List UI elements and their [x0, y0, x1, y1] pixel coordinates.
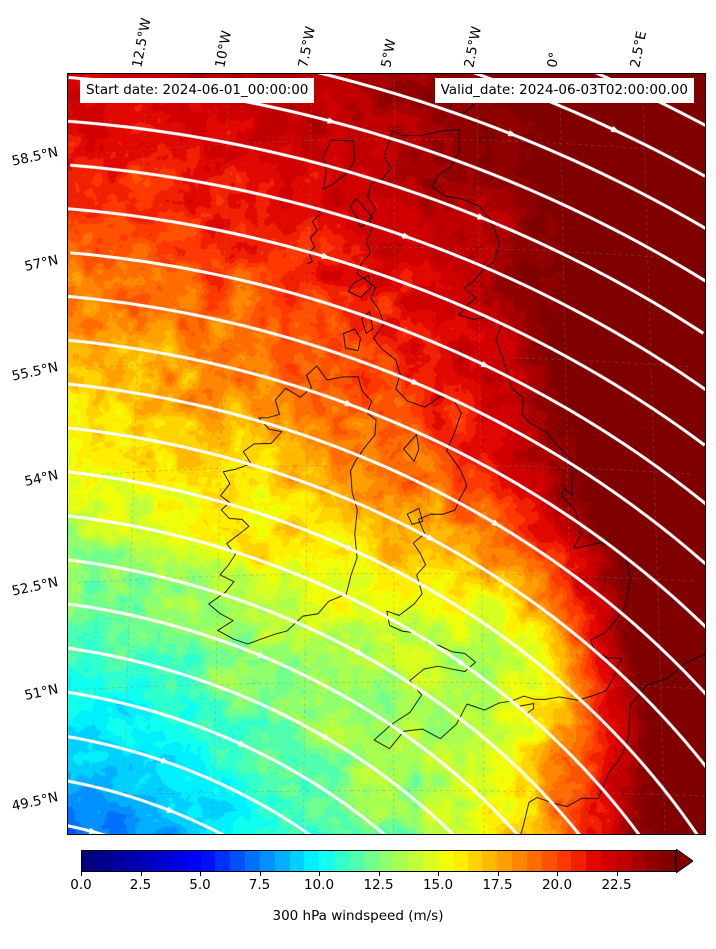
colorbar-tick-label: 17.5 — [482, 877, 513, 893]
colorbar-band-17 — [334, 851, 349, 871]
colorbar-band-1 — [96, 851, 112, 871]
colorbar-band-3 — [126, 851, 142, 871]
colorbar-tick-mark-3 — [259, 872, 261, 876]
colorbar-band-26 — [467, 851, 483, 871]
colorbar-title: 300 hPa windspeed (m/s) — [272, 908, 444, 924]
colorbar-band-18 — [348, 851, 364, 871]
colorbar-band-14 — [289, 851, 305, 871]
colorbar-band-27 — [482, 851, 498, 871]
colorbar-tick-label: 22.5 — [601, 877, 632, 893]
colorbar-band-15 — [304, 851, 320, 871]
map-plot-area[interactable] — [67, 73, 706, 835]
colorbar-tick-label: 12.5 — [363, 877, 394, 893]
colorbar-band-33 — [571, 851, 587, 871]
colorbar-band-29 — [512, 851, 527, 871]
colorbar[interactable]: 0.0 2.5 5.0 7.5 10.0 12.5 15.0 17.5 20.0 22.5 — [70, 849, 693, 893]
colorbar-tick-label: 0.0 — [70, 877, 92, 893]
longitude-tick-label: 10°W — [212, 29, 236, 69]
colorbar-tick-mark-4 — [319, 872, 320, 876]
colorbar-band-23 — [423, 851, 438, 871]
longitude-tick-label: 7.5°W — [295, 25, 320, 69]
colorbar-band-37 — [630, 851, 646, 871]
latitude-tick-label: 54°N — [23, 466, 60, 490]
colorbar-tick-mark-8 — [557, 872, 558, 876]
colorbar-band-11 — [245, 851, 260, 871]
colorbar-tick-mark-9 — [616, 872, 618, 876]
colorbar-tick-label: 7.5 — [248, 877, 271, 893]
colorbar-band-9 — [215, 851, 231, 871]
colorbar-gradient — [81, 850, 676, 872]
colorbar-band-24 — [437, 851, 453, 871]
colorbar-band-25 — [452, 851, 468, 871]
colorbar-band-0 — [82, 851, 97, 871]
colorbar-tick-label: 10.0 — [303, 877, 335, 893]
colorbar-band-8 — [200, 851, 216, 871]
longitude-tick-label: 2.5°E — [627, 29, 651, 69]
colorbar-band-13 — [274, 851, 290, 871]
colorbar-band-16 — [319, 851, 335, 871]
colorbar-band-31 — [541, 851, 557, 871]
colorbar-tick-mark-6 — [438, 872, 439, 876]
latitude-tick-label: 57°N — [23, 252, 60, 275]
colorbar-band-6 — [170, 851, 186, 871]
colorbar-tick-label: 2.5 — [129, 877, 152, 893]
colorbar-band-20 — [378, 851, 394, 871]
colorbar-tick-mark-2 — [200, 872, 201, 876]
latitude-tick-label: 58.5°N — [10, 144, 60, 171]
colorbar-band-19 — [363, 851, 379, 871]
longitude-tick-label: 12.5°W — [129, 16, 155, 69]
colorbar-band-35 — [600, 851, 616, 871]
latitude-tick-label: 51°N — [23, 681, 60, 705]
colorbar-band-5 — [156, 851, 171, 871]
colorbar-tick-label: 15.0 — [422, 877, 454, 893]
latitude-tick-label: 49.5°N — [10, 788, 60, 815]
windspeed-heatmap — [68, 74, 705, 834]
colorbar-band-21 — [393, 851, 409, 871]
colorbar-band-4 — [141, 851, 157, 871]
colorbar-band-28 — [497, 851, 513, 871]
colorbar-band-32 — [556, 851, 572, 871]
colorbar-band-12 — [259, 851, 275, 871]
colorbar-tick-mark-7 — [497, 872, 499, 876]
longitude-tick-label: 2.5°W — [461, 25, 486, 69]
colorbar-tick-mark-1 — [140, 872, 142, 876]
colorbar-tick-label: 20.0 — [541, 877, 573, 893]
colorbar-band-38 — [645, 851, 661, 871]
colorbar-extend-arrow — [676, 849, 693, 873]
latitude-tick-label: 52.5°N — [10, 574, 60, 600]
longitude-tick-label: 5°W — [378, 37, 400, 69]
colorbar-band-36 — [615, 851, 631, 871]
colorbar-tick-mark-0 — [81, 872, 82, 876]
colorbar-band-10 — [230, 851, 246, 871]
latitude-tick-label: 55.5°N — [10, 359, 60, 385]
longitude-tick-label: 0° — [544, 50, 564, 69]
colorbar-band-22 — [408, 851, 424, 871]
colorbar-band-39 — [660, 851, 675, 871]
colorbar-tick-label: 5.0 — [189, 877, 211, 893]
colorbar-band-30 — [526, 851, 542, 871]
colorbar-band-34 — [586, 851, 601, 871]
colorbar-band-7 — [185, 851, 201, 871]
colorbar-tick-mark-5 — [378, 872, 380, 876]
colorbar-band-2 — [111, 851, 127, 871]
